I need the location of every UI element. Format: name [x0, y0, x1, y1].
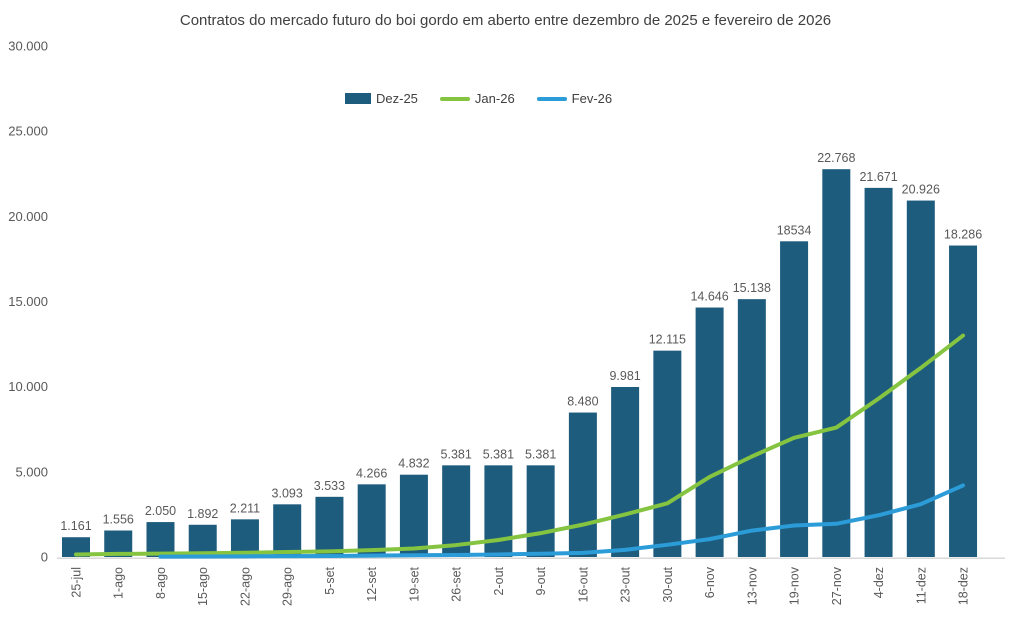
x-axis-tick-label: 25-jul [70, 567, 84, 598]
line-fev-26 [158, 483, 966, 559]
bar-dez25 [526, 465, 555, 557]
bar-dez25 [273, 504, 302, 557]
y-axis-tick-label: 20.000 [8, 209, 48, 224]
bar-value-label: 4.266 [356, 466, 387, 480]
bar-value-label: 5.381 [525, 447, 556, 461]
bar-value-label: 9.981 [609, 369, 640, 383]
bar-value-label: 12.115 [649, 333, 686, 347]
bar-dez25 [864, 187, 893, 557]
bar-dez25 [568, 412, 597, 557]
x-axis-tick-label: 9-out [534, 566, 548, 595]
x-axis-tick-label: 19-set [407, 566, 421, 601]
bar-value-label: 22.768 [817, 151, 855, 165]
bar-value-label: 14.646 [690, 290, 728, 304]
legend-item-jan26: Jan-26 [439, 91, 515, 106]
bar-value-label: 5.381 [441, 447, 472, 461]
y-axis-tick-label: 30.000 [8, 39, 48, 54]
x-axis-tick-label: 2-out [492, 566, 506, 595]
x-axis-tick-label: 12-set [365, 566, 379, 601]
bar-dez25 [399, 474, 428, 557]
bar-value-label: 21.671 [859, 170, 897, 184]
x-axis-tick-label: 16-out [576, 566, 590, 602]
y-axis-tick-label: 0 [41, 550, 48, 565]
bar-value-label: 5.381 [483, 447, 514, 461]
bar-dez25 [315, 496, 344, 557]
bar-value-label: 18.286 [944, 228, 982, 242]
x-axis-tick-label: 11-dez [914, 567, 928, 604]
bar-dez25 [737, 299, 766, 557]
bar-value-label: 20.926 [902, 183, 940, 197]
x-axis-tick-label: 5-set [323, 566, 337, 594]
bar-value-label: 3.093 [272, 486, 303, 500]
y-axis-tick-label: 25.000 [8, 124, 48, 139]
y-axis-tick-label: 15.000 [8, 294, 48, 309]
bar-dez25 [357, 484, 386, 557]
bar-value-label: 18534 [777, 223, 812, 237]
y-axis-tick-label: 10.000 [8, 379, 48, 394]
x-axis-tick-label: 8-ago [154, 567, 168, 599]
legend-label-jan26: Jan-26 [474, 91, 515, 106]
x-axis-tick-label: 15-ago [196, 567, 210, 606]
legend-swatch-dez25-icon [345, 93, 371, 104]
legend: Dez-25 Jan-26 Fev-26 [345, 91, 612, 106]
x-axis-tick-label: 30-out [661, 566, 675, 602]
x-axis-tick-label: 4-dez [872, 567, 886, 598]
bar-dez25 [484, 465, 513, 557]
legend-label-fev26: Fev-26 [571, 91, 613, 106]
line-jan-26 [74, 333, 966, 557]
legend-swatch-jan26-icon [439, 96, 470, 101]
chart-title: Contratos do mercado futuro do boi gordo… [179, 12, 832, 29]
x-axis-line [57, 557, 1005, 559]
bar-value-label: 4.832 [398, 457, 429, 471]
bar-value-label: 1.161 [60, 519, 91, 533]
bar-dez25 [62, 537, 90, 557]
x-axis-tick-label: 13-nov [745, 566, 759, 605]
bar-value-label: 2.050 [145, 504, 176, 518]
x-axis-tick-label: 19-nov [788, 566, 802, 605]
bar-dez25 [822, 169, 851, 558]
bar-dez25 [146, 522, 175, 557]
bar-dez25 [611, 386, 640, 557]
bar-value-label: 3.533 [314, 479, 345, 493]
y-axis-tick-label: 5.000 [15, 464, 48, 479]
bar-dez25 [695, 307, 724, 557]
x-axis-tick-label: 1-ago [112, 567, 126, 599]
x-axis-tick-label: 29-ago [281, 567, 295, 606]
x-axis-tick-label: 22-ago [238, 567, 252, 606]
bar-value-label: 1.556 [103, 512, 134, 526]
x-axis-tick-label: 27-nov [830, 566, 844, 605]
legend-item-fev26: Fev-26 [536, 91, 613, 106]
bar-dez25 [949, 245, 978, 557]
legend-label-dez25: Dez-25 [376, 91, 418, 106]
bar-dez25 [653, 350, 682, 557]
bar-dez25 [906, 200, 935, 557]
x-axis-tick-label: 26-set [450, 566, 464, 601]
bar-dez25 [442, 465, 471, 557]
x-axis-tick-label: 6-nov [703, 566, 717, 598]
bar-dez25 [780, 241, 809, 557]
legend-swatch-fev26-icon [536, 96, 567, 101]
bar-value-label: 8.480 [567, 395, 598, 409]
x-axis-tick-label: 23-out [619, 566, 633, 602]
legend-item-dez25: Dez-25 [345, 91, 418, 106]
bar-value-label: 2.211 [230, 501, 260, 515]
bar-value-label: 15.138 [733, 281, 771, 295]
bar-value-label: 1.892 [187, 507, 218, 521]
x-axis-tick-label: 18-dez [957, 567, 971, 605]
